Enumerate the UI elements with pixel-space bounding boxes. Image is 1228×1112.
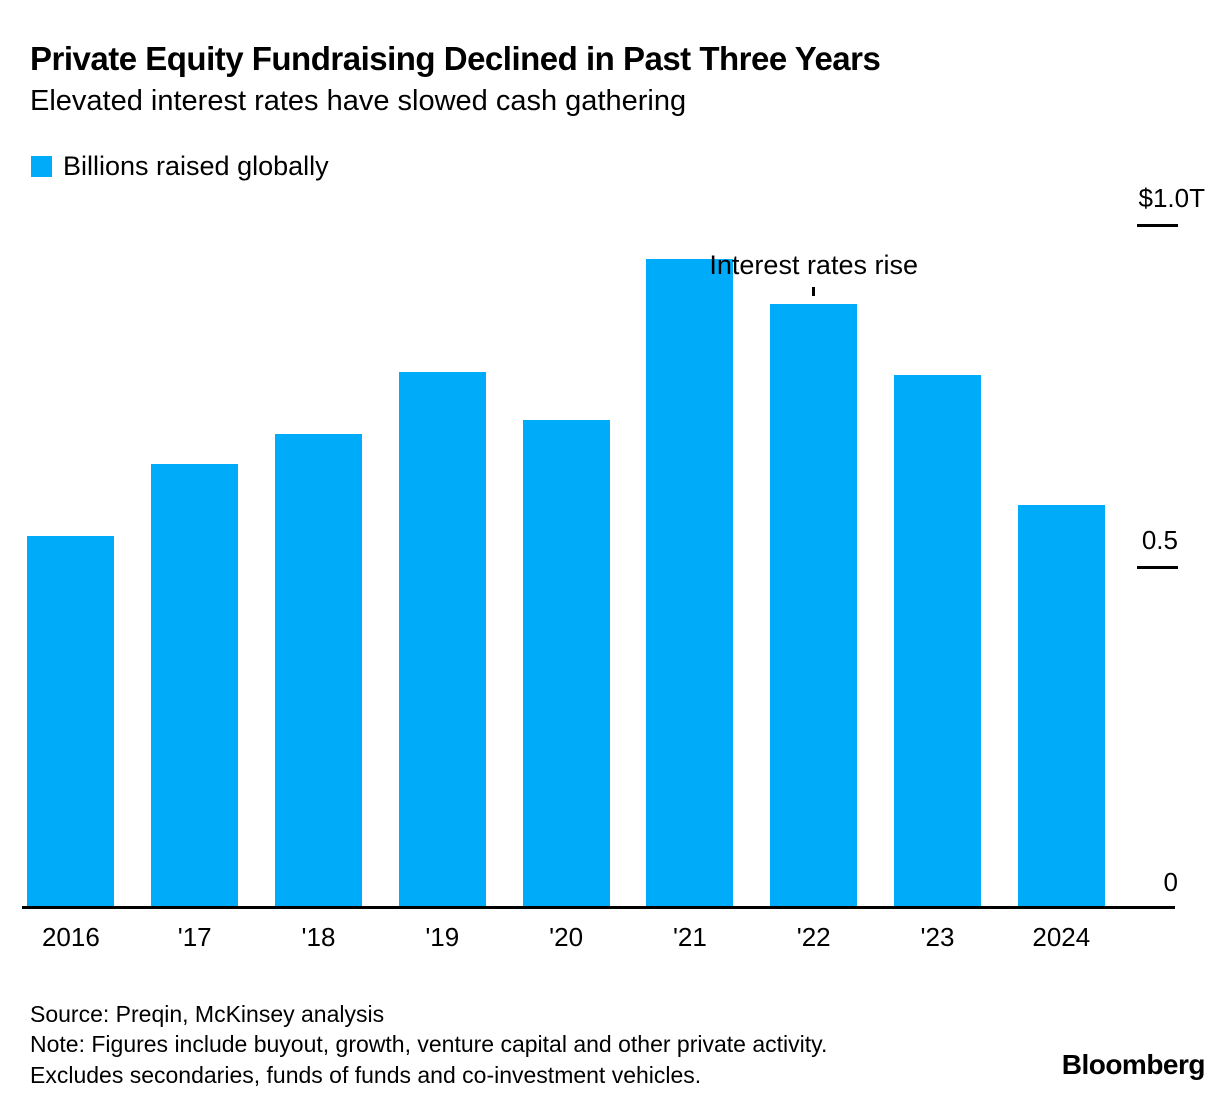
bar-19 — [398, 372, 486, 909]
x-axis-label-2016: 2016 — [41, 922, 100, 952]
bar-2024 — [1017, 505, 1105, 909]
chart-subtitle: Elevated interest rates have slowed cash… — [30, 85, 687, 117]
x-axis-label-2024: 2024 — [1032, 922, 1091, 952]
footnote-line-1: Note: Figures include buyout, growth, ve… — [30, 1031, 828, 1057]
bar-2016 — [27, 536, 115, 909]
x-axis-label-22: '22 — [796, 922, 831, 952]
y-axis-tick-line-1 — [1137, 565, 1178, 569]
legend: Billions raised globally — [31, 151, 329, 182]
legend-label: Billions raised globally — [63, 151, 329, 181]
y-axis-label-0: $1.0T — [1138, 183, 1206, 213]
annotation-text: Interest rates rise — [709, 250, 918, 280]
bar-20 — [522, 419, 610, 909]
x-axis-label-19: '19 — [425, 922, 460, 952]
y-axis-label-1: 0.5 — [1141, 525, 1178, 555]
annotation-pointer-tick — [812, 287, 815, 296]
bar-17 — [151, 464, 239, 909]
x-axis-label-17: '17 — [177, 922, 212, 952]
x-axis-line — [22, 906, 1175, 909]
x-axis-label-18: '18 — [301, 922, 336, 952]
bloomberg-logo: Bloomberg — [1061, 1049, 1206, 1080]
y-axis-tick-line-0 — [1137, 223, 1178, 227]
legend-swatch-icon — [31, 156, 52, 177]
bar-21 — [646, 259, 734, 909]
bar-18 — [275, 433, 362, 909]
chart-title: Private Equity Fundraising Declined in P… — [30, 40, 881, 77]
x-axis-label-21: '21 — [672, 922, 707, 952]
x-axis-label-23: '23 — [920, 922, 955, 952]
footnote-line-2: Excludes secondaries, funds of funds and… — [30, 1062, 702, 1088]
bar-23 — [894, 375, 981, 909]
source-note: Source: Preqin, McKinsey analysis — [30, 1001, 385, 1027]
bar-22 — [770, 303, 858, 909]
x-axis-label-20: '20 — [549, 922, 584, 952]
y-axis-label-2: 0 — [1163, 867, 1178, 897]
